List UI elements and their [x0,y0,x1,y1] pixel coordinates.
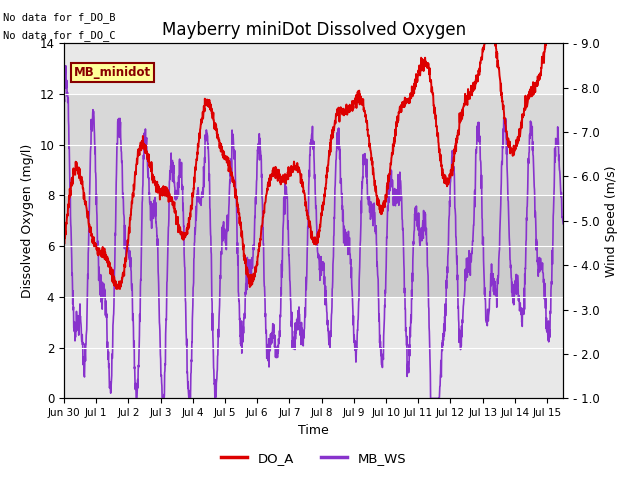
X-axis label: Time: Time [298,424,329,437]
Text: No data for f_DO_B: No data for f_DO_B [3,12,116,23]
Text: MB_minidot: MB_minidot [74,66,151,79]
Legend: DO_A, MB_WS: DO_A, MB_WS [216,446,412,470]
Y-axis label: Wind Speed (m/s): Wind Speed (m/s) [605,165,618,276]
Bar [64,94,563,195]
Y-axis label: Dissolved Oxygen (mg/l): Dissolved Oxygen (mg/l) [20,144,34,298]
Text: No data for f_DO_C: No data for f_DO_C [3,30,116,41]
Title: Mayberry miniDot Dissolved Oxygen: Mayberry miniDot Dissolved Oxygen [161,21,466,39]
Bar [64,195,563,297]
